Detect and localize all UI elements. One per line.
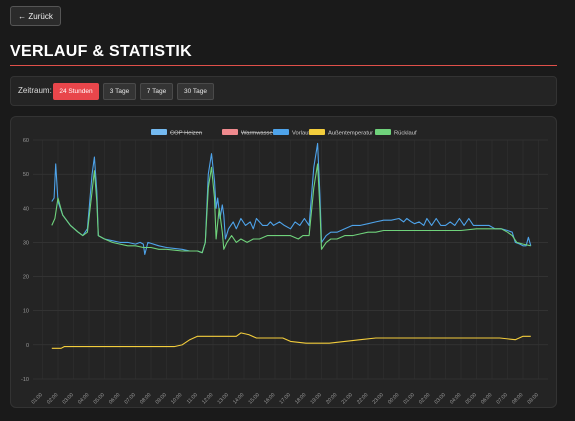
x-tick-label: 12:00 (201, 392, 215, 406)
x-tick-label: 13:00 (216, 392, 230, 406)
x-tick-label: 03:00 (61, 392, 75, 406)
x-tick-label: 04:00 (77, 392, 91, 406)
range-button-24h[interactable]: 24 Stunden (53, 83, 99, 100)
legend-label-aussentemperatur: Außentemperatur (328, 131, 373, 137)
legend-swatch-aussentemperatur (309, 129, 325, 135)
legend-label-warmwasser: Warmwasser (241, 131, 275, 137)
y-tick-label: -10 (21, 377, 29, 383)
x-tick-label: 09:00 (154, 392, 168, 406)
y-tick-label: 50 (23, 172, 29, 178)
x-tick-label: 05:00 (92, 392, 106, 406)
x-tick-label: 04:00 (449, 392, 463, 406)
x-tick-label: 02:00 (46, 392, 60, 406)
x-tick-label: 15:00 (247, 392, 261, 406)
page-title: VERLAUF & STATISTIK (10, 43, 192, 60)
y-tick-label: 20 (23, 275, 29, 281)
x-tick-label: 00:00 (387, 392, 401, 406)
chart-panel: -10 0 10 20 30 40 50 60 01:00 02:00 03:00 04:00 05:0… (10, 116, 557, 408)
x-tick-label: 07:00 (123, 392, 137, 406)
x-tick-label: 06:00 (108, 392, 122, 406)
legend-swatch-vorlauf (273, 129, 289, 135)
x-tick-label: 07:00 (495, 392, 509, 406)
range-button-3d[interactable]: 3 Tage (103, 83, 136, 100)
x-tick-label: 05:00 (464, 392, 478, 406)
x-tick-label: 23:00 (371, 392, 385, 406)
x-tick-label: 16:00 (263, 392, 277, 406)
legend-label-vorlauf: Vorlauf (292, 131, 310, 137)
range-button-30d[interactable]: 30 Tage (177, 83, 214, 100)
series-line-vorlauf (51, 142, 532, 255)
x-tick-label: 03:00 (433, 392, 447, 406)
legend-swatch-ruecklauf (375, 129, 391, 135)
series-line-ruecklauf (51, 163, 531, 254)
range-selector: Zeitraum: 24 Stunden 3 Tage 7 Tage 30 Ta… (10, 76, 557, 106)
y-tick-label: 0 (26, 343, 29, 349)
x-tick-label: 22:00 (356, 392, 370, 406)
back-button[interactable]: ← Zurück (10, 6, 61, 26)
x-tick-label: 17:00 (278, 392, 292, 406)
title-divider (10, 65, 557, 66)
range-label: Zeitraum: (18, 86, 52, 95)
x-tick-label: 19:00 (309, 392, 323, 406)
series-line-aussentemperatur (51, 332, 531, 349)
x-tick-label: 09:00 (526, 392, 540, 406)
x-tick-label: 01:00 (30, 392, 44, 406)
y-tick-label: 10 (23, 309, 29, 315)
range-button-7d[interactable]: 7 Tage (140, 83, 173, 100)
x-tick-label: 21:00 (340, 392, 354, 406)
x-tick-label: 08:00 (139, 392, 153, 406)
legend-label-cop_heizen: COP Heizen (170, 131, 202, 137)
x-tick-label: 14:00 (232, 392, 246, 406)
x-tick-label: 11:00 (186, 392, 199, 405)
x-tick-label: 08:00 (511, 392, 525, 406)
x-tick-label: 20:00 (325, 392, 339, 406)
x-tick-label: 06:00 (480, 392, 494, 406)
x-tick-label: 10:00 (170, 392, 184, 406)
y-tick-label: 30 (23, 240, 29, 246)
x-tick-label: 01:00 (402, 392, 416, 406)
legend-swatch-cop_heizen (151, 129, 167, 135)
legend-label-ruecklauf: Rücklauf (394, 131, 417, 137)
y-tick-label: 40 (23, 206, 29, 212)
x-tick-label: 18:00 (294, 392, 308, 406)
x-tick-label: 02:00 (418, 392, 432, 406)
y-tick-label: 60 (23, 138, 29, 144)
legend-swatch-warmwasser (222, 129, 238, 135)
